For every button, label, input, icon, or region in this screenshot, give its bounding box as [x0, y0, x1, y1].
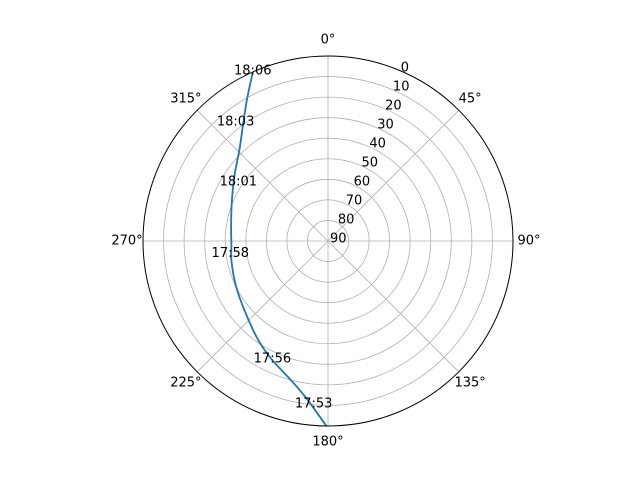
- r-tick-label: 40: [369, 137, 386, 152]
- r-tick-label: 90: [330, 232, 347, 247]
- r-tick-label: 30: [377, 118, 394, 133]
- grid-layer: [143, 56, 513, 426]
- theta-tick-label: 90°: [517, 234, 540, 249]
- time-annotation: 18:03: [217, 114, 254, 129]
- time-annotation: 18:01: [220, 174, 257, 189]
- series-line-0: [230, 71, 328, 427]
- theta-tick-label: 135°: [454, 376, 485, 391]
- theta-tick-label: 45°: [459, 91, 482, 106]
- theta-gridline-315: [196, 109, 329, 242]
- series-layer: [230, 71, 328, 427]
- theta-tick-label: 270°: [111, 234, 142, 249]
- theta-tick-label: 315°: [170, 91, 201, 106]
- time-annotation: 18:06: [234, 63, 271, 78]
- r-tick-label: 0: [401, 61, 409, 76]
- r-tick-label: 50: [361, 156, 378, 171]
- r-tick-label: 70: [346, 194, 363, 209]
- r-tick-label: 80: [338, 213, 355, 228]
- theta-gridline-45: [327, 109, 460, 242]
- r-tick-label: 10: [393, 80, 410, 95]
- time-annotation: 17:56: [254, 352, 291, 367]
- theta-tick-label: 180°: [312, 435, 343, 450]
- theta-gridline-135: [327, 240, 460, 373]
- r-tick-label: 20: [385, 99, 402, 114]
- theta-tick-label: 225°: [170, 376, 201, 391]
- r-tick-label: 60: [354, 175, 371, 190]
- polar-frame: [142, 55, 514, 427]
- time-annotation: 17:58: [212, 246, 249, 261]
- time-annotation: 17:53: [295, 396, 332, 411]
- label-layer: 0° 45° 90° 135° 180° 225° 270° 315° 0 10 20 30 40 50 6…: [111, 33, 540, 450]
- theta-tick-label: 0°: [321, 33, 336, 48]
- theta-gridline-225: [196, 240, 329, 373]
